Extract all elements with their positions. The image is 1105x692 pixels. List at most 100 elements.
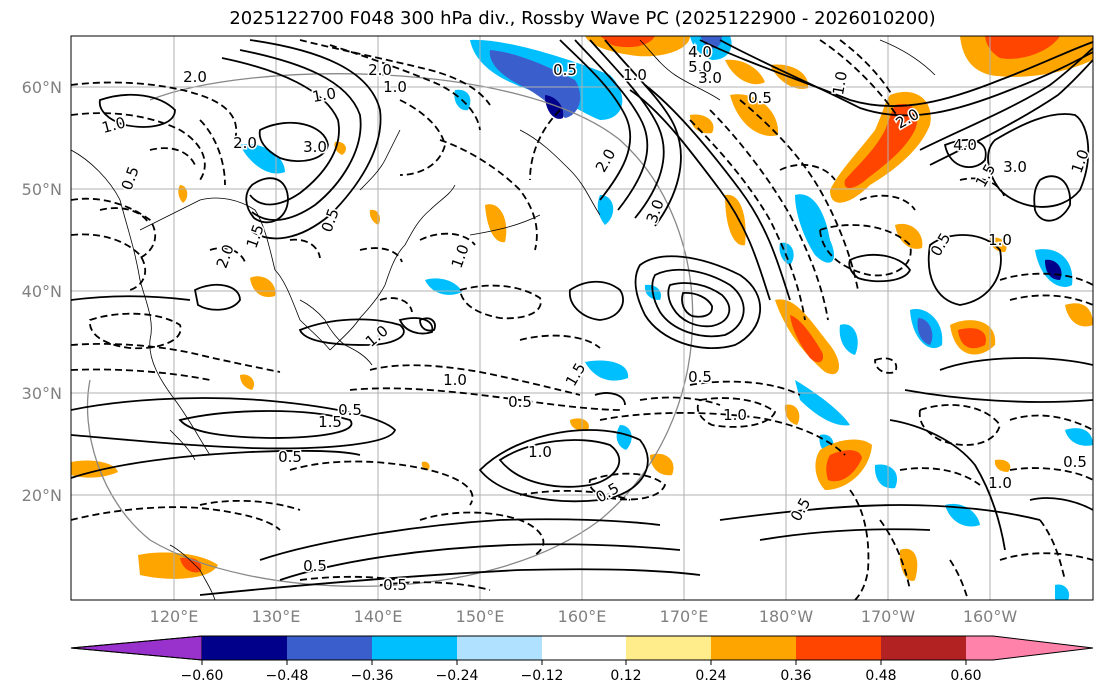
contour-label: 4.0 <box>953 136 977 154</box>
contour-label: 3.0 <box>303 138 327 156</box>
blob-pos <box>1065 303 1093 327</box>
blob-neg <box>489 50 581 118</box>
blob-neg <box>839 324 858 355</box>
lon-tick-label: 140°E <box>354 607 403 626</box>
colorbar-segment <box>881 636 966 660</box>
blob-neg <box>545 95 564 119</box>
contour-label: 3.0 <box>1003 158 1027 176</box>
contour-label: 0.5 <box>278 448 302 466</box>
blob-pos <box>990 237 1007 252</box>
lon-tick-label: 160°E <box>558 607 607 626</box>
colorbar-segment <box>626 636 711 660</box>
contour-label: 0.5 <box>338 401 362 419</box>
map-title: 2025122700 F048 300 hPa div., Rossby Wav… <box>229 8 936 29</box>
contour-label: 1.0 <box>443 371 467 389</box>
colorbar-tick-label: 0.36 <box>780 668 811 684</box>
blob-pos <box>826 450 862 482</box>
blob-pos <box>369 209 381 225</box>
contour-label: 0.5 <box>508 393 532 411</box>
lat-axis: 60°N 50°N 40°N 30°N 20°N <box>22 78 62 505</box>
blob-pos <box>844 103 918 189</box>
contour-label: 2.0 <box>233 134 257 152</box>
contour-label: 1.5 <box>318 413 342 431</box>
colorbar-segment <box>542 636 626 660</box>
graticule <box>71 36 1093 600</box>
blob-pos <box>784 404 800 425</box>
contour-label: 1.0 <box>988 231 1012 249</box>
colorbar-segment <box>457 636 542 660</box>
blob-neg <box>945 503 980 527</box>
colorbar-tick-label: −0.12 <box>521 668 564 684</box>
blob-pos <box>899 548 918 581</box>
blob-pos <box>994 459 1011 472</box>
contour-label: 1.0 <box>528 443 552 461</box>
contour-label: 0.5 <box>553 61 577 79</box>
colorbar-tick-label: −0.36 <box>351 668 394 684</box>
blob-pos <box>690 114 714 134</box>
contour-label: 0.5 <box>748 89 772 107</box>
blob-pos <box>485 204 507 243</box>
solid-contours <box>71 39 1093 596</box>
contour-label: 5.0 <box>688 58 712 76</box>
contour-label: 2.0 <box>368 61 392 79</box>
contour-label: 1.0 <box>988 474 1012 492</box>
colorbar-outline <box>70 635 1094 661</box>
colorbar-extend-low <box>70 635 203 661</box>
contour-label: 2.0 <box>183 68 207 86</box>
blob-pos <box>958 328 986 349</box>
colorbar-tick-label: −0.24 <box>436 668 479 684</box>
colorbar-segment <box>287 636 372 660</box>
map-frame <box>70 35 1094 601</box>
colorbar-segment <box>966 636 993 660</box>
blob-pos <box>895 223 923 249</box>
colorbar-tick-label: −0.60 <box>181 668 224 684</box>
colorbar-tick-labels: −0.60 −0.48 −0.36 −0.24 −0.12 0.12 0.24 … <box>181 668 982 684</box>
lon-tick-label: 170°E <box>660 607 709 626</box>
blob-neg <box>917 318 933 345</box>
contour-label: 4.0 <box>688 43 712 61</box>
lon-axis: 120°E 130°E 140°E 150°E 160°E 170°E 180°… <box>150 607 1018 626</box>
lat-tick-label: 40°N <box>22 282 62 301</box>
blob-neg <box>1055 584 1070 600</box>
lat-tick-label: 60°N <box>22 78 62 97</box>
contour-label: 1.0 <box>723 406 747 424</box>
contour-label: 0.5 <box>303 557 327 575</box>
blob-neg <box>795 380 850 426</box>
dashed-contours <box>71 39 1093 600</box>
colorbar-tick-label: 0.12 <box>610 668 641 684</box>
blob-pos <box>985 36 1060 59</box>
blob-pos <box>600 36 655 48</box>
colorbar-segment <box>711 636 796 660</box>
colorbar-segment <box>796 636 881 660</box>
contour-label: 0.5 <box>383 576 407 594</box>
blob-pos <box>570 418 589 431</box>
blob-neg <box>616 425 632 450</box>
divergence-shading <box>71 36 1093 600</box>
blob-pos <box>725 194 746 246</box>
reference-arc <box>86 73 694 587</box>
lon-tick-label: 120°E <box>150 607 199 626</box>
blob-neg <box>1065 428 1093 446</box>
colorbar: −0.60 −0.48 −0.36 −0.24 −0.12 0.12 0.24 … <box>70 635 1094 684</box>
blob-pos <box>790 315 824 363</box>
contour-label: 1.0 <box>623 66 647 84</box>
colorbar-extend-high <box>993 636 1093 660</box>
blob-pos <box>725 59 765 85</box>
contour-label: 1.0 <box>829 70 851 97</box>
lon-tick-label: 180°W <box>759 607 814 626</box>
lon-tick-label: 160°W <box>963 607 1018 626</box>
blob-neg <box>585 360 629 381</box>
contour-label: 3.0 <box>698 69 722 87</box>
blob-pos <box>730 94 779 136</box>
blob-pos <box>71 460 118 478</box>
colorbar-tick-label: −0.48 <box>266 668 309 684</box>
colorbar-segment <box>372 636 457 660</box>
colorbar-tick-label: 0.24 <box>695 668 726 684</box>
colorbar-segment <box>202 636 287 660</box>
lat-tick-label: 20°N <box>22 486 62 505</box>
colorbar-ticks <box>201 660 967 665</box>
colorbar-tick-label: 0.60 <box>950 668 981 684</box>
lat-tick-label: 30°N <box>22 384 62 403</box>
blob-pos <box>650 453 674 476</box>
